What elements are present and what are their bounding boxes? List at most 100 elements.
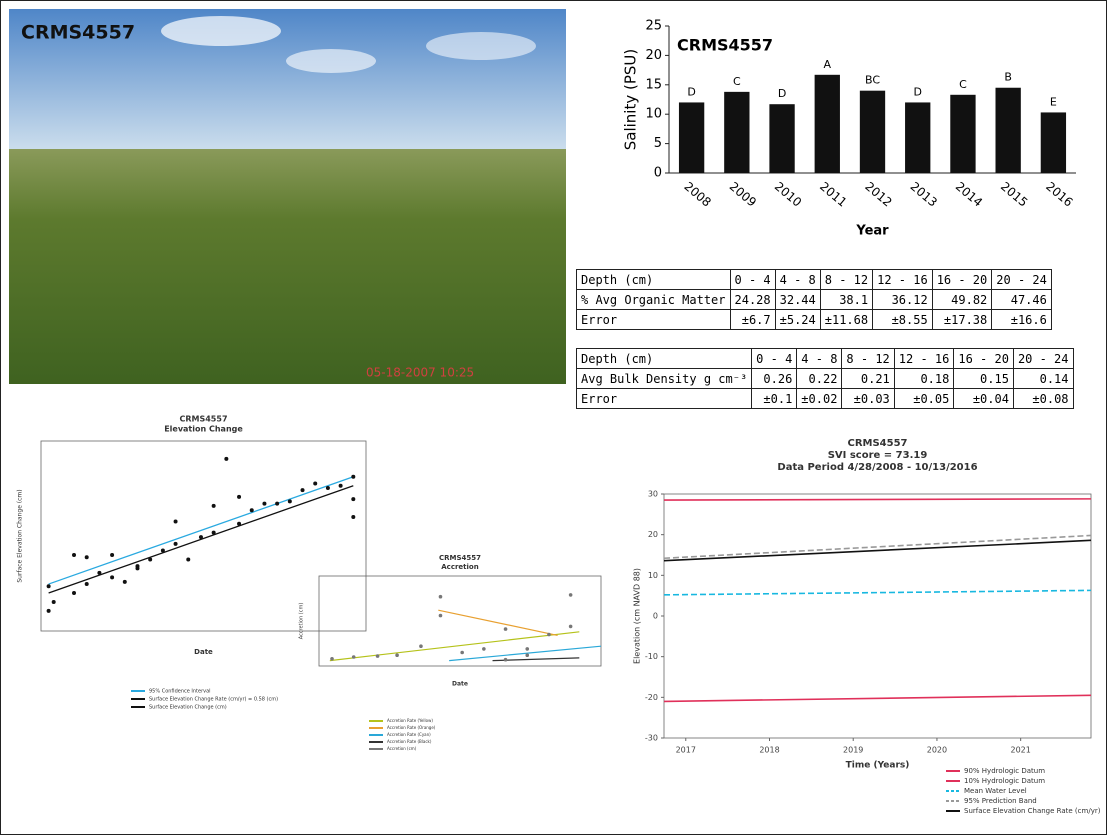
data-point (135, 564, 140, 569)
y-tick-label: 25 (645, 19, 662, 34)
data-point (287, 499, 292, 504)
table-cell: % Avg Organic Matter (576, 289, 731, 310)
table-cell: 4 - 8 (796, 348, 843, 369)
data-point (330, 657, 334, 661)
table-cell: 16 - 20 (931, 269, 993, 290)
data-point (262, 501, 267, 506)
data-point (547, 632, 551, 637)
bar-letter: C (959, 78, 967, 91)
table-cell: 0.15 (953, 368, 1014, 389)
data-point (84, 582, 89, 587)
x-tick-label: 2008 (681, 179, 713, 209)
x-tick-label: 2015 (998, 179, 1030, 209)
data-point (482, 647, 486, 651)
table-cell: 0.26 (751, 368, 798, 389)
data-point (525, 647, 530, 651)
legend-label: 95% Prediction Band (964, 797, 1037, 805)
photo: CRMS4557 05-18-2007 10:25 (9, 9, 566, 384)
legend-label: Surface Elevation Change (cm) (149, 705, 227, 711)
y-tick-label: 30 (648, 490, 658, 499)
table-cell: 0.14 (1012, 368, 1074, 389)
x-axis-label: Date (194, 648, 213, 656)
table-cell: 16 - 20 (953, 348, 1014, 369)
data-point (72, 591, 77, 595)
table-cell: 8 - 12 (819, 269, 874, 290)
data-point (351, 655, 356, 659)
table-cell: ±8.55 (872, 309, 933, 330)
y-tick-label: -30 (645, 734, 658, 743)
data-point (568, 624, 573, 629)
table-cell: 20 - 24 (1012, 348, 1074, 369)
legend-label: 95% Confidence Interval (149, 689, 211, 695)
bar (1040, 112, 1067, 173)
legend-label: Accretion Rate (Orange) (387, 725, 436, 730)
legend-label: Mean Water Level (964, 787, 1027, 795)
bar (950, 94, 976, 173)
table-cell: ±0.1 (751, 388, 798, 409)
data-point (148, 557, 153, 562)
legend-label: Accretion Rate (Cyan) (387, 732, 431, 737)
data-point (160, 548, 165, 553)
table-cell: ±0.02 (796, 388, 843, 409)
x-axis-label: Time (Years) (846, 761, 910, 771)
data-point (460, 650, 464, 655)
data-point (351, 515, 356, 519)
x-tick-label: 2013 (908, 179, 940, 209)
data-point (110, 575, 115, 580)
table-cell: Avg Bulk Density g cm⁻³ (575, 368, 753, 389)
y-tick-label: 10 (648, 571, 658, 580)
y-axis-label: Elevation (cm NAVD 88) (633, 568, 642, 664)
table-cell: 32.44 (774, 289, 821, 310)
chart-subtitle: Accretion (441, 563, 478, 571)
series-line (329, 631, 580, 662)
series-line (449, 645, 602, 662)
x-tick-label: 2010 (772, 179, 804, 209)
table-cell: ±0.05 (893, 388, 955, 409)
y-axis-label: Surface Elevation Change (cm) (17, 489, 24, 582)
table-cell: 0.21 (841, 368, 895, 389)
data-point (313, 481, 318, 486)
plot-frame (40, 440, 367, 632)
data-point (237, 494, 242, 499)
series-line (663, 539, 1092, 562)
data-point (84, 555, 89, 560)
chart-subtitle: SVI score = 73.19 (828, 450, 928, 461)
y-tick-label: 0 (654, 166, 662, 181)
data-point (275, 501, 280, 506)
data-point (249, 508, 254, 513)
chart-subtitle: Elevation Change (164, 425, 243, 434)
data-point (395, 653, 399, 657)
data-point (503, 627, 508, 631)
table-cell: Error (576, 309, 731, 330)
data-point (173, 519, 178, 524)
plot-frame (318, 575, 602, 667)
table-cell: ±0.08 (1012, 388, 1074, 409)
series-line (663, 498, 1092, 501)
table-row: Avg Bulk Density g cm⁻³ 0.26 0.22 0.21 0.18 0… (575, 368, 1074, 389)
data-point (122, 579, 127, 584)
table-cell: ±0.03 (841, 388, 895, 409)
data-point (110, 553, 115, 557)
legend-label: Accretion (cm) (387, 746, 417, 751)
table-cell: 0.22 (796, 368, 843, 389)
bar (769, 104, 795, 173)
table-cell: 20 - 24 (991, 269, 1052, 290)
x-axis-label: Date (452, 681, 468, 688)
bar (859, 90, 886, 173)
photo-timestamp: 05-18-2007 10:25 (366, 366, 474, 380)
chart-title: CRMS4557 (677, 36, 773, 55)
data-point (300, 488, 305, 493)
plot-frame (663, 493, 1092, 739)
data-point (525, 653, 530, 657)
series-line (48, 476, 354, 585)
x-tick-label: 2018 (759, 746, 779, 755)
data-point (211, 503, 216, 508)
y-tick-label: 20 (645, 48, 662, 63)
bar-letter: D (778, 87, 786, 100)
table-cell: ±6.7 (729, 309, 776, 330)
data-point (351, 474, 356, 479)
x-tick-label: 2019 (843, 746, 863, 755)
